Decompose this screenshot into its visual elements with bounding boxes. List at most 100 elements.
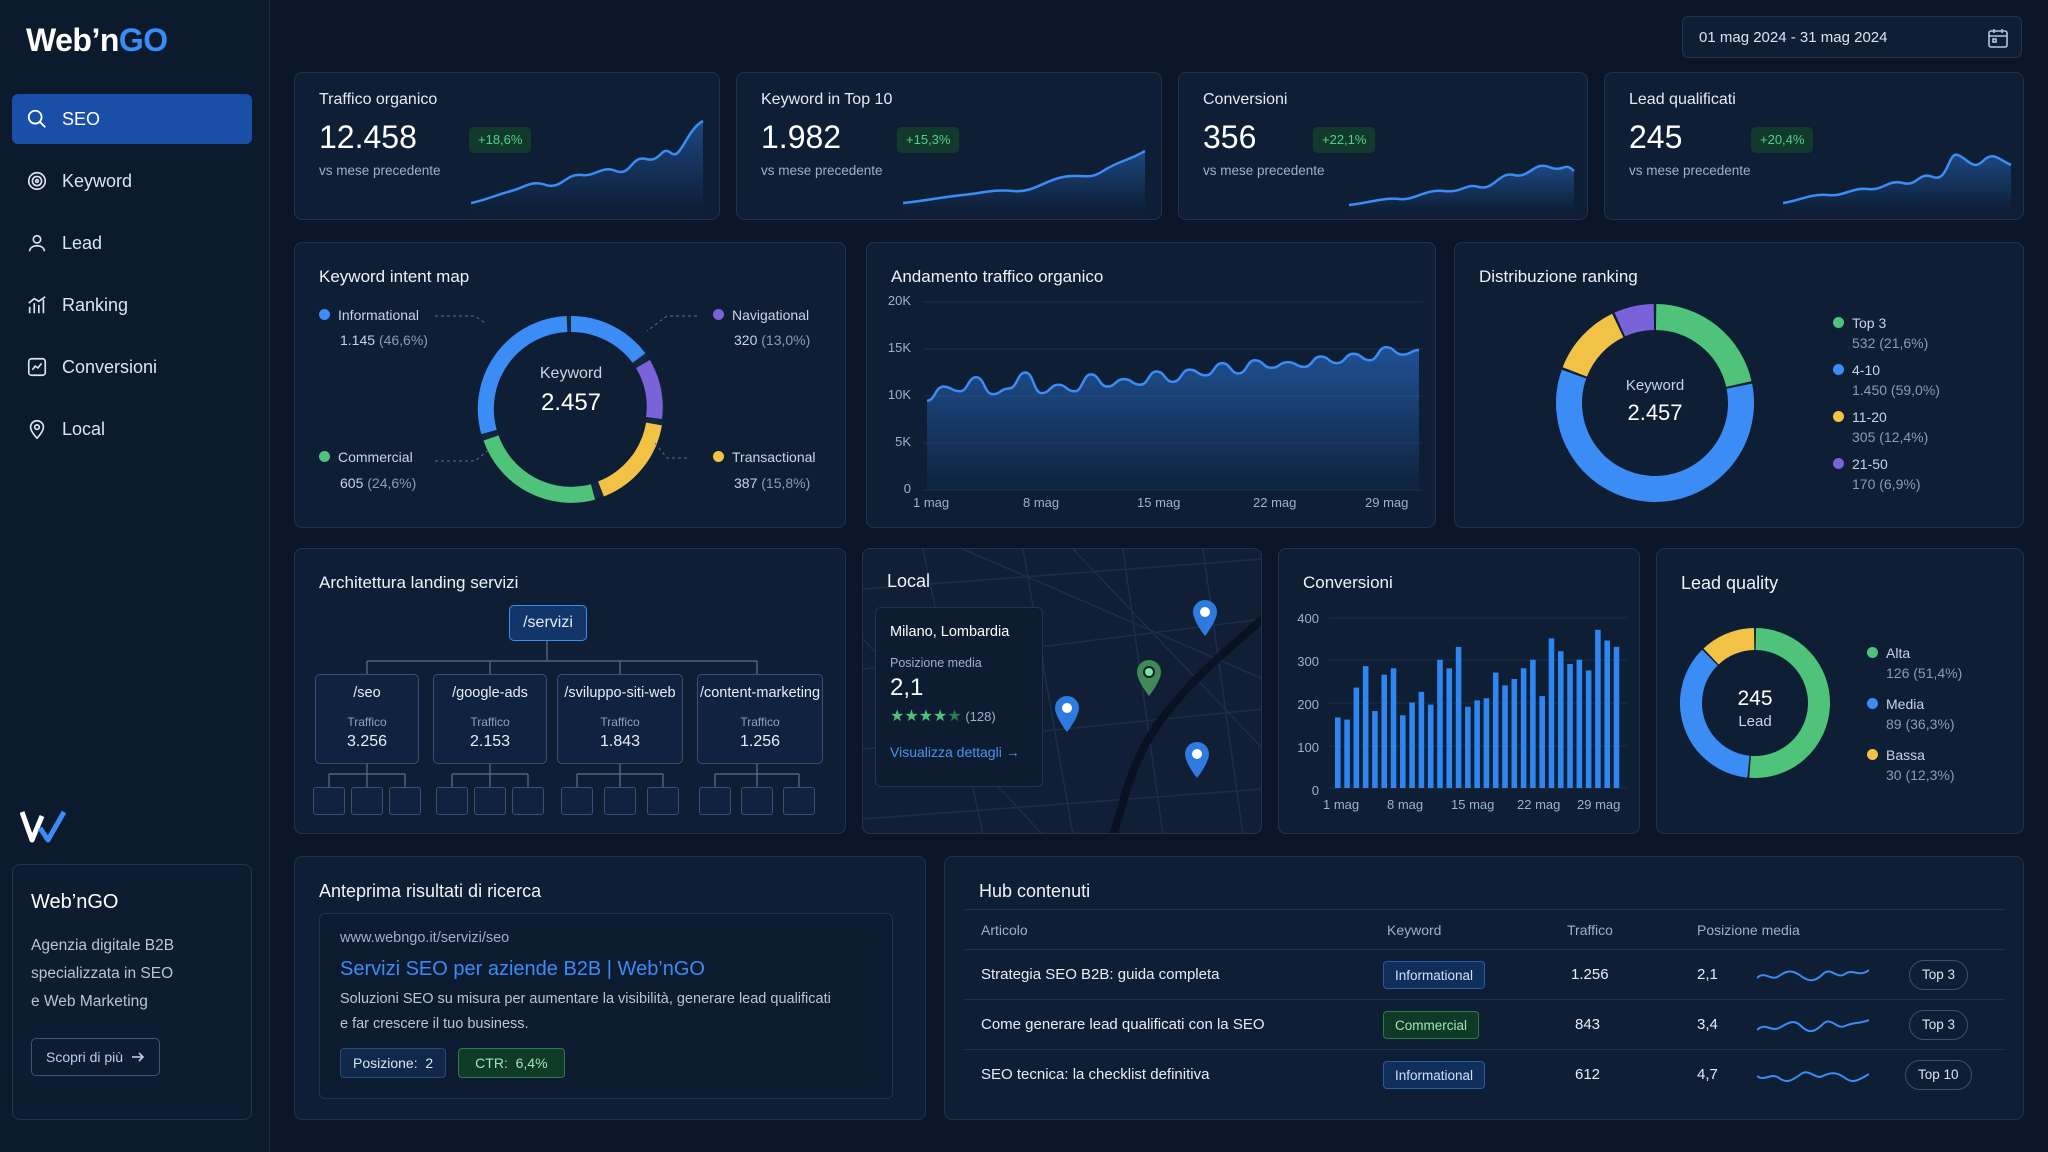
map-pin-icon[interactable] (1183, 741, 1211, 779)
table-row[interactable]: Come generare lead qualificati con la SE… (965, 999, 2005, 1049)
conversion-bar[interactable] (1372, 711, 1378, 788)
sidebar-item-ranking[interactable]: Ranking (12, 280, 252, 330)
tree-leaf-node[interactable] (647, 787, 679, 815)
lead-legend-media[interactable]: Media 89 (36,3%) (1867, 694, 1962, 745)
tree-leaf-node[interactable] (351, 787, 383, 815)
conversion-bar[interactable] (1335, 717, 1341, 788)
conversion-bar[interactable] (1539, 696, 1545, 788)
donut-segment-alta[interactable] (1749, 628, 1830, 778)
tree-node-google-ads[interactable]: /google-ads Traffico 2.153 (433, 674, 547, 764)
conversion-bar[interactable] (1474, 700, 1480, 788)
donut-segment-media[interactable] (1680, 649, 1750, 778)
conversion-bar[interactable] (1502, 685, 1508, 788)
conversion-bar[interactable] (1557, 651, 1564, 788)
discover-more-button[interactable]: Scopri di più (31, 1038, 161, 1076)
ranking-legend-11-20[interactable]: 11-20 305 (12,4%) (1833, 407, 1940, 454)
conversion-bar[interactable] (1530, 659, 1536, 788)
kpi-card-qualified-leads[interactable]: Lead qualificati 245 +20,4% vs mese prec… (1604, 72, 2024, 220)
col-header[interactable]: Articolo (981, 922, 1028, 938)
kpi-sparkline (471, 119, 704, 211)
tree-leaf-node[interactable] (783, 787, 815, 815)
conversion-bar[interactable] (1409, 702, 1415, 789)
conversion-bar[interactable] (1418, 691, 1425, 788)
card-title: Distribuzione ranking (1479, 267, 1638, 286)
tree-node-seo[interactable]: /seo Traffico 3.256 (315, 674, 419, 764)
conversion-bar[interactable] (1613, 646, 1620, 788)
conversion-bar[interactable] (1427, 704, 1434, 788)
conversion-bar[interactable] (1520, 668, 1527, 788)
conversion-bar[interactable] (1585, 670, 1592, 788)
kpi-card-conversions[interactable]: Conversioni 356 +22,1% vs mese precedent… (1178, 72, 1588, 220)
conversion-bar[interactable] (1465, 706, 1471, 788)
kpi-card-organic-traffic[interactable]: Traffico organico 12.458 +18,6% vs mese … (294, 72, 720, 220)
tree-leaf-node[interactable] (474, 787, 506, 815)
donut-segment-bassa[interactable] (1703, 628, 1755, 665)
map-pin-icon[interactable] (1053, 695, 1081, 733)
conversion-bar[interactable] (1390, 668, 1397, 788)
col-header[interactable]: Traffico (1567, 922, 1613, 938)
lead-legend-bassa[interactable]: Bassa 30 (12,3%) (1867, 745, 1962, 785)
sidebar-item-keyword[interactable]: Keyword (12, 156, 252, 206)
conversion-bar[interactable] (1548, 638, 1555, 788)
conversion-bar[interactable] (1604, 640, 1610, 788)
date-range-picker[interactable]: 01 mag 2024 - 31 mag 2024 (1682, 16, 2022, 58)
table-row[interactable]: SEO tecnica: la checklist definitiva Inf… (965, 1049, 2005, 1099)
tree-leaf-node[interactable] (313, 787, 345, 815)
conversion-bar[interactable] (1492, 672, 1499, 788)
conversion-bar[interactable] (1437, 659, 1443, 788)
intent-item-transactional[interactable]: Transactional (713, 449, 816, 465)
conversion-bar[interactable] (1344, 719, 1350, 788)
ranking-legend-4-10[interactable]: 4-10 1.450 (59,0%) (1833, 360, 1940, 407)
ranking-legend-21-50[interactable]: 21-50 170 (6,9%) (1833, 454, 1940, 501)
conversion-bar[interactable] (1511, 678, 1518, 788)
serp-headline[interactable]: Servizi SEO per aziende B2B | Web’nGO (340, 958, 705, 980)
lead-legend-alta[interactable]: Alta 126 (51,4%) (1867, 643, 1962, 694)
table-row[interactable]: Strategia SEO B2B: guida completa Inform… (965, 949, 2005, 999)
tree-leaf-node[interactable] (741, 787, 773, 815)
row-article[interactable]: Come generare lead qualificati con la SE… (981, 1016, 1265, 1033)
tree-leaf-node[interactable] (512, 787, 544, 815)
view-details-link[interactable]: Visualizza dettagli → (890, 744, 1020, 760)
conversion-bar[interactable] (1595, 629, 1601, 788)
map-pin-highlight-icon[interactable] (1135, 659, 1163, 697)
donut-segment-21-50[interactable] (1614, 304, 1655, 337)
app-logo[interactable]: Web’nGO (26, 22, 168, 58)
conversion-bar[interactable] (1362, 666, 1369, 788)
sidebar-nav: SEO Keyword Lead Ranking Conversioni Loc… (12, 94, 252, 466)
tree-leaf-node[interactable] (389, 787, 421, 815)
sidebar-item-seo[interactable]: SEO (12, 94, 252, 144)
tree-leaf-node[interactable] (561, 787, 593, 815)
ranking-legend-top3[interactable]: Top 3 532 (21,6%) (1833, 313, 1940, 360)
tree-leaf-node[interactable] (436, 787, 468, 815)
col-header[interactable]: Keyword (1387, 922, 1442, 938)
lead-center-value: 245 (1737, 687, 1773, 710)
conversion-bar[interactable] (1455, 646, 1462, 788)
sidebar-item-local[interactable]: Local (12, 404, 252, 454)
tree-node-sviluppo-siti-web[interactable]: /sviluppo-siti-web Traffico 1.843 (557, 674, 683, 764)
tree-root-node[interactable]: /servizi (509, 605, 587, 641)
tree-leaf-node[interactable] (699, 787, 731, 815)
conversion-bar[interactable] (1353, 687, 1360, 788)
map-pin-icon[interactable] (1191, 599, 1219, 637)
col-header[interactable]: Posizione media (1697, 922, 1800, 938)
sidebar-item-conversioni[interactable]: Conversioni (12, 342, 252, 392)
conversion-bar[interactable] (1567, 664, 1573, 788)
conversion-bar[interactable] (1381, 674, 1388, 788)
conversion-bar[interactable] (1483, 698, 1490, 788)
donut-segment-11-20[interactable] (1562, 313, 1624, 378)
serp-url[interactable]: www.webngo.it/servizi/seo (340, 930, 510, 946)
row-article[interactable]: SEO tecnica: la checklist definitiva (981, 1066, 1210, 1083)
sidebar-item-lead[interactable]: Lead (12, 218, 252, 268)
tree-leaf-node[interactable] (604, 787, 636, 815)
conversion-bar[interactable] (1400, 715, 1406, 788)
tree-node-content-marketing[interactable]: /content-marketing Traffico 1.256 (697, 674, 823, 764)
conversion-bar[interactable] (1446, 668, 1453, 788)
conversion-bar[interactable] (1576, 659, 1583, 788)
intent-item-informational[interactable]: Informational (319, 307, 419, 323)
kpi-card-top10-keywords[interactable]: Keyword in Top 10 1.982 +15,3% vs mese p… (736, 72, 1162, 220)
intent-item-navigational[interactable]: Navigational (713, 307, 809, 323)
donut-segment-4-10[interactable] (1556, 369, 1754, 502)
row-article[interactable]: Strategia SEO B2B: guida completa (981, 966, 1220, 983)
donut-segment-top-3[interactable] (1655, 304, 1752, 388)
intent-item-commercial[interactable]: Commercial (319, 449, 413, 465)
